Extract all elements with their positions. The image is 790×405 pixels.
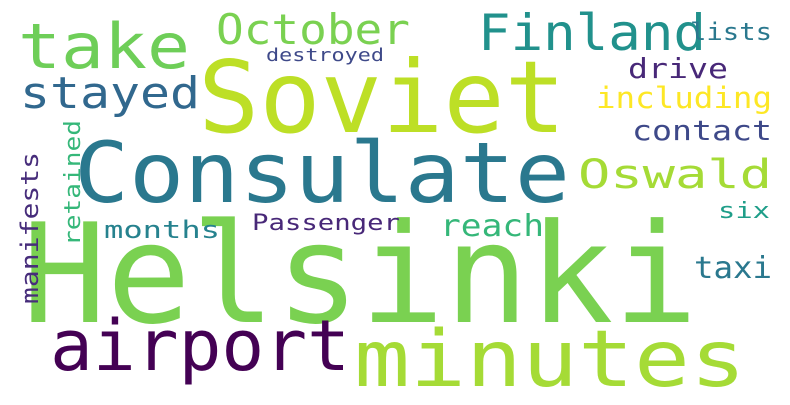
word-manifests: manifests: [16, 152, 44, 304]
word-contact: contact: [632, 114, 772, 147]
word-helsinki: Helsinki: [22, 194, 698, 355]
word-passenger: Passenger: [252, 211, 400, 236]
word-minutes: minutes: [354, 315, 746, 405]
word-including: including: [596, 81, 772, 115]
word-october: October: [216, 5, 410, 54]
word-retained: retained: [61, 120, 86, 246]
word-stayed: stayed: [20, 68, 200, 119]
word-reach: reach: [440, 209, 544, 244]
word-taxi: taxi: [694, 251, 772, 286]
word-months: months: [104, 216, 220, 244]
word-airport: airport: [50, 305, 350, 387]
word-six: six: [718, 199, 770, 224]
word-drive: drive: [628, 52, 728, 85]
word-finland: Finland: [478, 4, 706, 62]
word-soviet: Soviet: [198, 39, 566, 156]
word-take: take: [18, 10, 190, 83]
word-destroyed: destroyed: [266, 45, 384, 66]
word-oswald: Oswald: [578, 152, 772, 198]
word-consulate: Consulate: [74, 124, 570, 222]
word-lists: lists: [690, 18, 772, 46]
